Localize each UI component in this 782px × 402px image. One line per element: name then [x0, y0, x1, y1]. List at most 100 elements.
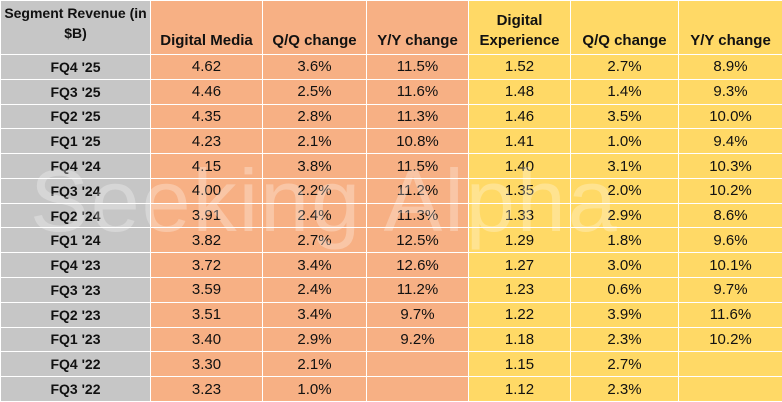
row-label: FQ2 '23: [0, 301, 151, 328]
cell: 2.3%: [570, 376, 679, 402]
cell: 11.2%: [366, 177, 469, 204]
column-header: Segment Revenue (in $B): [0, 0, 151, 55]
cell: 4.46: [150, 78, 263, 105]
table-row: FQ4 '24 4.15 3.8% 11.5% 1.40 3.1% 10.3%: [0, 153, 782, 179]
cell: 11.6%: [678, 301, 782, 328]
table-row: FQ1 '24 3.82 2.7% 12.5% 1.29 1.8% 9.6%: [0, 227, 782, 254]
cell: 9.7%: [366, 301, 469, 328]
table-row: FQ3 '23 3.59 2.4% 11.2% 1.23 0.6% 9.7%: [0, 277, 782, 303]
cell: 11.6%: [366, 78, 469, 105]
cell: 1.15: [468, 351, 571, 378]
cell: 12.5%: [366, 227, 469, 254]
cell: 1.0%: [570, 128, 679, 155]
cell: 2.1%: [262, 128, 367, 155]
cell: 2.4%: [262, 202, 367, 229]
cell: 3.82: [150, 227, 263, 254]
cell: 3.51: [150, 301, 263, 328]
cell: 1.40: [468, 153, 571, 179]
cell: 3.40: [150, 326, 263, 353]
cell: [678, 376, 782, 402]
cell: 4.23: [150, 128, 263, 155]
cell: 1.35: [468, 177, 571, 204]
cell: 1.33: [468, 202, 571, 229]
cell: [678, 351, 782, 378]
cell: 1.0%: [262, 376, 367, 402]
cell: 10.3%: [678, 153, 782, 179]
row-label: FQ4 '22: [0, 351, 151, 378]
cell: 2.1%: [262, 351, 367, 378]
cell: 11.2%: [366, 277, 469, 303]
row-label: FQ2 '25: [0, 103, 151, 130]
table-row: FQ3 '25 4.46 2.5% 11.6% 1.48 1.4% 9.3%: [0, 78, 782, 105]
cell: 9.7%: [678, 277, 782, 303]
cell: 10.2%: [678, 177, 782, 204]
cell: 4.00: [150, 177, 263, 204]
cell: 4.35: [150, 103, 263, 130]
cell: 11.5%: [366, 54, 469, 80]
table-row: FQ4 '22 3.30 2.1% 1.15 2.7%: [0, 351, 782, 378]
column-header: Y/Y change: [366, 0, 469, 55]
cell: 1.4%: [570, 78, 679, 105]
cell: 2.7%: [570, 54, 679, 80]
cell: 10.0%: [678, 103, 782, 130]
cell: 2.3%: [570, 326, 679, 353]
column-header: Q/Q change: [570, 0, 679, 55]
table-row: FQ2 '24 3.91 2.4% 11.3% 1.33 2.9% 8.6%: [0, 202, 782, 229]
cell: 3.72: [150, 252, 263, 279]
cell: 2.7%: [570, 351, 679, 378]
cell: 0.6%: [570, 277, 679, 303]
cell: 1.23: [468, 277, 571, 303]
cell: 1.8%: [570, 227, 679, 254]
cell: 2.4%: [262, 277, 367, 303]
cell: 2.8%: [262, 103, 367, 130]
cell: 3.91: [150, 202, 263, 229]
cell: 10.2%: [678, 326, 782, 353]
row-label: FQ3 '22: [0, 376, 151, 402]
cell: 3.1%: [570, 153, 679, 179]
cell: 11.3%: [366, 202, 469, 229]
cell: 8.9%: [678, 54, 782, 80]
cell: 10.1%: [678, 252, 782, 279]
cell: 3.0%: [570, 252, 679, 279]
cell: 2.0%: [570, 177, 679, 204]
row-label: FQ1 '24: [0, 227, 151, 254]
column-header: Digital Media: [150, 0, 263, 55]
table-row: FQ4 '23 3.72 3.4% 12.6% 1.27 3.0% 10.1%: [0, 252, 782, 279]
header-row: Segment Revenue (in $B) Digital Media Q/Q …: [0, 0, 782, 55]
table-body: FQ4 '25 4.62 3.6% 11.5% 1.52 2.7% 8.9% FQ3 '25 4…: [0, 54, 782, 402]
cell: [366, 376, 469, 402]
cell: 9.3%: [678, 78, 782, 105]
cell: 11.5%: [366, 153, 469, 179]
cell: 3.4%: [262, 252, 367, 279]
cell: 4.15: [150, 153, 263, 179]
column-header: Digital Experience: [468, 0, 571, 55]
cell: 2.9%: [262, 326, 367, 353]
cell: 1.12: [468, 376, 571, 402]
cell: 3.23: [150, 376, 263, 402]
cell: 2.5%: [262, 78, 367, 105]
row-label: FQ2 '24: [0, 202, 151, 229]
cell: 3.5%: [570, 103, 679, 130]
cell: [366, 351, 469, 378]
row-label: FQ4 '23: [0, 252, 151, 279]
row-label: FQ4 '24: [0, 153, 151, 179]
cell: 1.18: [468, 326, 571, 353]
cell: 9.4%: [678, 128, 782, 155]
column-header: Y/Y change: [678, 0, 782, 55]
table-row: FQ3 '22 3.23 1.0% 1.12 2.3%: [0, 376, 782, 402]
table-row: FQ2 '25 4.35 2.8% 11.3% 1.46 3.5% 10.0%: [0, 103, 782, 130]
cell: 1.48: [468, 78, 571, 105]
cell: 4.62: [150, 54, 263, 80]
cell: 3.6%: [262, 54, 367, 80]
cell: 2.7%: [262, 227, 367, 254]
row-label: FQ1 '25: [0, 128, 151, 155]
cell: 10.8%: [366, 128, 469, 155]
row-label: FQ3 '24: [0, 177, 151, 204]
row-label: FQ3 '25: [0, 78, 151, 105]
table-row: FQ1 '25 4.23 2.1% 10.8% 1.41 1.0% 9.4%: [0, 128, 782, 155]
cell: 1.46: [468, 103, 571, 130]
cell: 2.2%: [262, 177, 367, 204]
cell: 3.8%: [262, 153, 367, 179]
